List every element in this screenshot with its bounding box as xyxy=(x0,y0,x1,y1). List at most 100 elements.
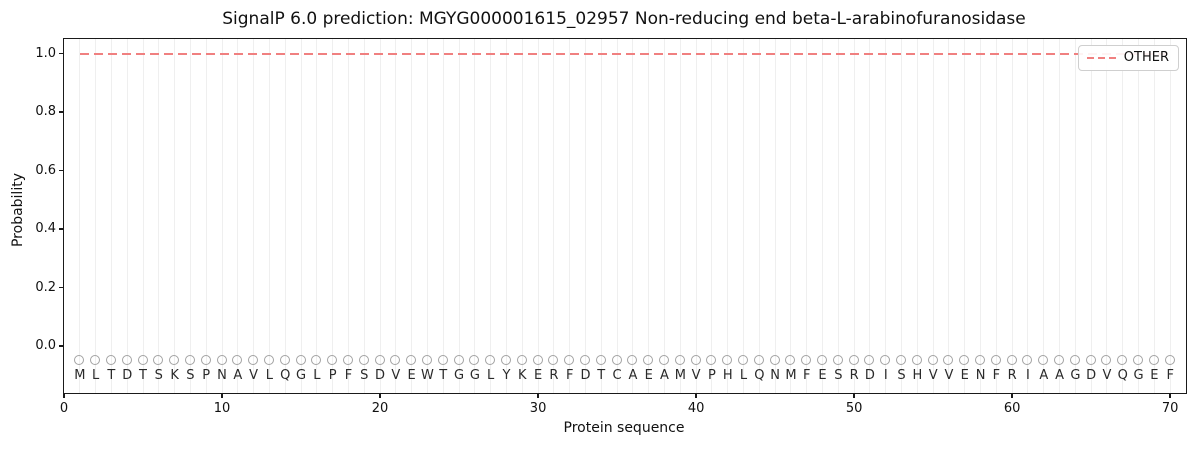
residue-letter: T xyxy=(597,367,606,383)
gridline xyxy=(189,39,191,393)
residue-letter: Q xyxy=(280,367,291,383)
residue-marker xyxy=(1133,355,1144,366)
residue-letter: L xyxy=(487,367,495,383)
residue-marker xyxy=(864,355,875,366)
gridline xyxy=(521,39,523,393)
gridline xyxy=(1074,39,1076,393)
legend-entry-label: OTHER xyxy=(1123,50,1169,65)
residue-marker xyxy=(342,355,353,366)
residue-letter: K xyxy=(170,367,179,383)
residue-letter: E xyxy=(533,367,543,383)
residue-letter: C xyxy=(612,367,622,383)
gridline xyxy=(584,39,586,393)
gridline xyxy=(253,39,255,393)
gridline xyxy=(1011,39,1013,393)
residue-letter: D xyxy=(1086,367,1097,383)
residue-letter: M xyxy=(785,367,797,383)
x-tick-label: 20 xyxy=(371,401,389,416)
residue-marker xyxy=(785,355,796,366)
residue-letter: Q xyxy=(754,367,765,383)
x-tick-mark xyxy=(853,393,855,398)
residue-marker xyxy=(595,355,606,366)
residue-letter: V xyxy=(928,367,938,383)
gridline xyxy=(1153,39,1155,393)
x-tick-mark xyxy=(1169,393,1171,398)
residue-marker xyxy=(390,355,401,366)
residue-letter: D xyxy=(580,367,591,383)
residue-marker xyxy=(74,355,85,366)
residue-marker xyxy=(738,355,749,366)
residue-marker xyxy=(848,355,859,366)
gridline xyxy=(964,39,966,393)
gridline xyxy=(711,39,713,393)
residue-letter: F xyxy=(992,367,1001,383)
residue-letter: L xyxy=(91,367,100,383)
gridline xyxy=(853,39,855,393)
residue-letter: M xyxy=(674,367,686,383)
residue-marker xyxy=(105,355,116,366)
residue-letter: R xyxy=(549,367,559,383)
gridline xyxy=(537,39,539,393)
residue-marker xyxy=(1006,355,1017,366)
residue-letter: V xyxy=(249,367,259,383)
residue-marker xyxy=(627,355,638,366)
gridline xyxy=(1169,39,1171,393)
residue-marker xyxy=(564,355,575,366)
y-tick-label: 0.4 xyxy=(35,221,56,237)
residue-marker xyxy=(153,355,164,366)
residue-marker xyxy=(532,355,543,366)
residue-marker xyxy=(327,355,338,366)
gridline xyxy=(869,39,871,393)
y-tick-label: 0.0 xyxy=(35,338,56,354)
gridline xyxy=(1027,39,1029,393)
residue-marker xyxy=(1054,355,1065,366)
residue-marker xyxy=(248,355,259,366)
residue-letter: R xyxy=(1007,367,1017,383)
gridline xyxy=(300,39,302,393)
gridline xyxy=(806,39,808,393)
gridline xyxy=(268,39,270,393)
residue-marker xyxy=(500,355,511,366)
residue-marker xyxy=(1085,355,1096,366)
residue-marker xyxy=(453,355,464,366)
residue-letter: K xyxy=(518,367,527,383)
residue-letter: M xyxy=(74,367,86,383)
residue-marker xyxy=(911,355,922,366)
gridline xyxy=(695,39,697,393)
x-tick-label: 30 xyxy=(529,401,547,416)
residue-letter: R xyxy=(849,367,859,383)
gridline xyxy=(679,39,681,393)
residue-marker xyxy=(643,355,654,366)
gridline xyxy=(1138,39,1140,393)
residue-letter: P xyxy=(707,367,716,383)
residue-letter: V xyxy=(691,367,701,383)
x-tick-mark xyxy=(1011,393,1013,398)
residue-marker xyxy=(1148,355,1159,366)
residue-marker xyxy=(674,355,685,366)
gridline xyxy=(284,39,286,393)
residue-letter: L xyxy=(313,367,321,383)
residue-letter: E xyxy=(818,367,827,383)
gridline xyxy=(553,39,555,393)
residue-letter: A xyxy=(1039,367,1049,383)
chart-title: SignalP 6.0 prediction: MGYG000001615_02… xyxy=(222,9,1026,29)
y-tick-label: 0.8 xyxy=(35,104,56,120)
residue-marker xyxy=(611,355,622,366)
residue-letter: F xyxy=(565,367,574,383)
residue-letter: F xyxy=(1166,367,1174,383)
residue-letter: E xyxy=(960,367,969,383)
residue-letter: E xyxy=(644,367,653,383)
gridline xyxy=(158,39,160,393)
residue-marker xyxy=(880,355,891,366)
x-tick-mark xyxy=(695,393,697,398)
y-tick-mark xyxy=(59,169,64,172)
gridline xyxy=(569,39,571,393)
residue-marker xyxy=(232,355,243,366)
x-tick-label: 10 xyxy=(213,401,231,416)
x-tick-mark xyxy=(63,393,65,398)
gridline xyxy=(474,39,476,393)
gridline xyxy=(948,39,950,393)
y-tick-mark xyxy=(59,345,64,347)
x-tick-mark xyxy=(379,393,381,398)
residue-letter: F xyxy=(802,367,811,383)
